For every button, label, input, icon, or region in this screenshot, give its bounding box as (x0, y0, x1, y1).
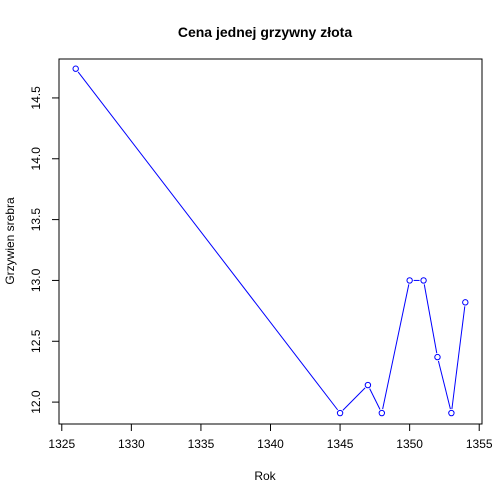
data-point (378, 409, 386, 417)
data-point (448, 409, 455, 417)
x-tick-label: 1335 (188, 437, 215, 451)
series-line-segment (342, 387, 366, 411)
series-line-segment (437, 360, 451, 410)
plot-frame (58, 58, 483, 425)
data-point (434, 353, 441, 361)
y-tick-label: 13.5 (29, 208, 43, 232)
x-axis: 1325 1330 1335 1340 1345 1350 1355 (48, 423, 493, 451)
series-line-segment (382, 284, 410, 410)
series-line-segment (423, 284, 438, 354)
data-point (336, 409, 344, 417)
data-point (406, 277, 413, 284)
data-point (364, 381, 372, 389)
x-tick-label: 1350 (396, 437, 423, 451)
y-tick-label: 14.0 (29, 147, 43, 171)
series-line-segment (451, 306, 466, 410)
x-tick-label: 1330 (118, 437, 145, 451)
y-tick-label: 13.0 (29, 268, 43, 292)
x-tick-label: 1355 (466, 437, 493, 451)
y-tick-label: 12.0 (29, 390, 43, 414)
y-tick-label: 14.5 (29, 86, 43, 110)
data-series (72, 65, 469, 417)
x-tick-label: 1325 (48, 437, 75, 451)
data-point (462, 299, 469, 306)
y-axis: 12.0 12.5 13.0 13.5 14.0 14.5 (29, 86, 60, 414)
data-point (420, 277, 427, 284)
y-axis-label: Grzywien srebra (3, 197, 17, 285)
y-tick-label: 12.5 (29, 329, 43, 353)
x-tick-label: 1345 (327, 437, 354, 451)
chart-title: Cena jednej grzywny złota (178, 24, 352, 40)
series-line-segment (369, 388, 381, 410)
data-point (72, 65, 79, 72)
series-line-segment (77, 71, 339, 411)
x-axis-label: Rok (254, 469, 276, 483)
x-tick-label: 1340 (257, 437, 284, 451)
